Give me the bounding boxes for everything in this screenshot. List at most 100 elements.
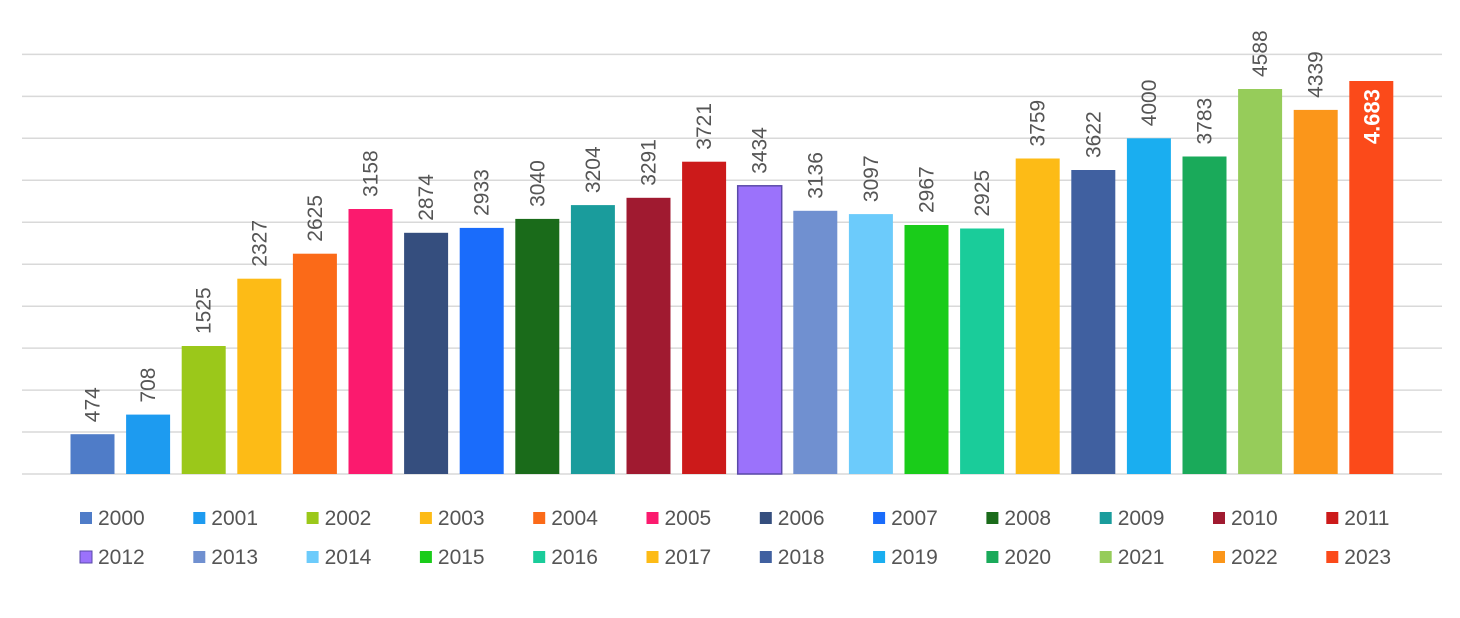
legend-label: 2010 bbox=[1231, 507, 1278, 530]
legend-item-2012: 2012 bbox=[79, 546, 145, 569]
legend-label: 2014 bbox=[325, 546, 372, 569]
data-label-2010: 3291 bbox=[638, 139, 661, 186]
legend-label: 2020 bbox=[1004, 546, 1051, 569]
bar-2022 bbox=[1293, 109, 1338, 475]
legend-item-2015: 2015 bbox=[419, 546, 485, 569]
data-label-2022: 4339 bbox=[1305, 51, 1328, 98]
bar-2017 bbox=[1015, 158, 1060, 474]
bar-2014 bbox=[848, 214, 893, 474]
bar-2004 bbox=[292, 253, 337, 474]
bar-2010 bbox=[626, 197, 671, 475]
data-label-2020: 3783 bbox=[1194, 98, 1217, 145]
legend-item-2010: 2010 bbox=[1213, 507, 1278, 530]
data-label-2021: 4588 bbox=[1249, 30, 1272, 77]
data-label-2001: 708 bbox=[137, 368, 160, 403]
data-label-2017: 3759 bbox=[1027, 100, 1050, 147]
bar-2019 bbox=[1126, 138, 1171, 475]
legend-label: 2013 bbox=[211, 546, 258, 569]
legend-swatch bbox=[419, 551, 432, 563]
legend-item-2009: 2009 bbox=[1099, 507, 1165, 530]
legend-label: 2009 bbox=[1118, 507, 1165, 530]
legend-swatch bbox=[533, 551, 546, 563]
data-label-2019: 4000 bbox=[1138, 80, 1161, 127]
bar-2018 bbox=[1071, 170, 1116, 474]
bar-2021 bbox=[1238, 89, 1283, 474]
data-label-2004: 2625 bbox=[304, 195, 327, 242]
legend-item-2014: 2014 bbox=[306, 546, 372, 569]
legend-swatch bbox=[80, 512, 92, 524]
legend-item-2005: 2005 bbox=[646, 507, 712, 530]
legend-swatch bbox=[306, 512, 319, 524]
legend-label: 2001 bbox=[211, 507, 258, 530]
legend-item-2000: 2000 bbox=[80, 507, 145, 530]
legend-item-2016: 2016 bbox=[533, 546, 598, 569]
legend-swatch bbox=[646, 512, 659, 524]
legend-label: 2023 bbox=[1344, 546, 1391, 569]
legend-item-2013: 2013 bbox=[193, 546, 258, 569]
bar-2003 bbox=[237, 278, 282, 474]
legend-label: 2017 bbox=[665, 546, 712, 569]
legend-item-2018: 2018 bbox=[759, 546, 825, 569]
legend-label: 2003 bbox=[438, 507, 485, 530]
data-label-2018: 3622 bbox=[1082, 111, 1105, 158]
bar-2006 bbox=[404, 232, 449, 474]
legend-swatch bbox=[873, 551, 886, 563]
legend-item-2021: 2021 bbox=[1099, 546, 1165, 569]
legend-label: 2022 bbox=[1231, 546, 1278, 569]
data-label-2002: 1525 bbox=[193, 287, 216, 334]
legend-swatch bbox=[193, 551, 206, 563]
legend-item-2017: 2017 bbox=[646, 546, 712, 569]
legend-label: 2015 bbox=[438, 546, 485, 569]
data-label-2012: 3434 bbox=[749, 127, 772, 174]
legend-label: 2004 bbox=[551, 507, 598, 530]
legend-label: 2002 bbox=[325, 507, 372, 530]
legend-swatch bbox=[533, 512, 546, 524]
bar-2000 bbox=[70, 434, 115, 474]
legend: 2000 2001 2002 2003 2004 2005 2006 2007 2008 2009… bbox=[79, 507, 1391, 569]
legend-swatch bbox=[759, 512, 772, 524]
legend-item-2002: 2002 bbox=[306, 507, 372, 530]
data-label-2007: 2933 bbox=[471, 169, 494, 216]
data-labels: 474 708 1525 2327 2625 3158 2874 2933 3040 3204 32… bbox=[82, 30, 1385, 422]
legend-item-2006: 2006 bbox=[759, 507, 825, 530]
legend-swatch bbox=[193, 512, 206, 524]
bars bbox=[70, 81, 1394, 475]
legend-item-2001: 2001 bbox=[193, 507, 258, 530]
legend-swatch bbox=[1213, 512, 1225, 524]
legend-swatch bbox=[873, 512, 886, 524]
legend-label: 2005 bbox=[665, 507, 712, 530]
data-label-2023: 4.683 bbox=[1359, 89, 1384, 144]
legend-label: 2008 bbox=[1004, 507, 1051, 530]
bar-2015 bbox=[904, 225, 949, 474]
legend-item-2008: 2008 bbox=[986, 507, 1051, 530]
bar-2002 bbox=[181, 346, 226, 474]
legend-item-2020: 2020 bbox=[986, 546, 1051, 569]
legend-label: 2007 bbox=[891, 507, 938, 530]
legend-swatch bbox=[1326, 512, 1339, 524]
legend-swatch bbox=[646, 551, 659, 563]
data-label-2013: 3136 bbox=[804, 152, 827, 199]
bar-2001 bbox=[126, 414, 171, 474]
legend-label: 2021 bbox=[1118, 546, 1165, 569]
legend-swatch bbox=[986, 512, 999, 524]
legend-item-2011: 2011 bbox=[1326, 507, 1389, 530]
bar-2011 bbox=[682, 161, 727, 474]
data-label-2014: 3097 bbox=[860, 155, 883, 202]
legend-item-2019: 2019 bbox=[873, 546, 938, 569]
data-label-2016: 2925 bbox=[971, 170, 994, 217]
gridlines bbox=[22, 53, 1442, 475]
legend-label: 2012 bbox=[98, 546, 145, 569]
legend-swatch bbox=[1213, 551, 1225, 563]
legend-item-2004: 2004 bbox=[533, 507, 598, 530]
legend-label: 2018 bbox=[778, 546, 825, 569]
bar-2012 bbox=[736, 185, 783, 475]
legend-swatch bbox=[419, 512, 432, 524]
legend-swatch bbox=[306, 551, 319, 563]
legend-label: 2006 bbox=[778, 507, 825, 530]
legend-label: 2000 bbox=[98, 507, 145, 530]
legend-item-2022: 2022 bbox=[1213, 546, 1278, 569]
legend-swatch bbox=[759, 551, 772, 563]
bar-2009 bbox=[570, 205, 615, 474]
legend-swatch bbox=[1326, 551, 1339, 563]
